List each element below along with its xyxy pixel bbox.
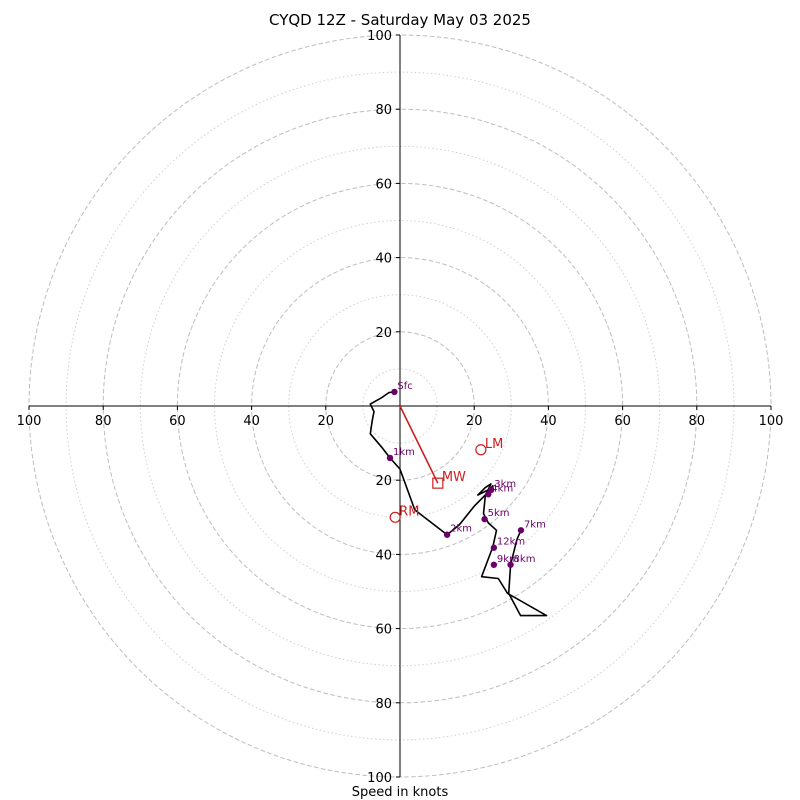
x-tick-label: 60 xyxy=(614,414,631,429)
y-tick-label: 60 xyxy=(375,623,392,638)
y-tick-label: 20 xyxy=(375,474,392,489)
y-tick-label: 80 xyxy=(375,697,392,712)
height-marker-point xyxy=(443,531,451,538)
x-tick-label: 40 xyxy=(243,414,260,429)
height-marker-point xyxy=(485,491,492,498)
height-marker-label: 2km xyxy=(450,524,472,535)
x-axis-label: Speed in knots xyxy=(352,785,449,800)
y-tick-label: 40 xyxy=(375,252,392,267)
storm-motion-marker xyxy=(432,477,444,489)
height-marker-point xyxy=(490,544,498,551)
x-tick-label: 40 xyxy=(540,414,557,429)
x-tick-label: 100 xyxy=(759,414,784,429)
storm-motion-marker xyxy=(389,511,401,523)
x-tick-label: 20 xyxy=(318,414,335,429)
y-tick-label: 20 xyxy=(375,326,392,341)
y-tick-label: 100 xyxy=(367,29,392,44)
x-tick-label: 80 xyxy=(95,414,112,429)
storm-motion-markers: LM MW RM xyxy=(389,437,503,523)
chart-title: CYQD 12Z - Saturday May 03 2025 xyxy=(269,11,531,29)
x-tick-label: 60 xyxy=(169,414,186,429)
hodograph-trace xyxy=(369,391,548,617)
storm-motion-marker xyxy=(475,444,487,456)
height-marker-label: 1km xyxy=(393,447,415,458)
height-marker-point xyxy=(481,515,488,523)
axis-ticks: 20 20 20 20 40 40 40 40 60 60 60 60 80 80 80 80 100 100 10… xyxy=(17,29,784,786)
height-marker-label: Sfc xyxy=(397,381,412,392)
storm-motion-label: RM xyxy=(399,504,419,519)
height-marker-label: 7km xyxy=(524,519,546,530)
mean-wind-vector xyxy=(399,405,439,484)
height-marker-label: 9km xyxy=(497,554,519,565)
hodograph-trace-group xyxy=(369,391,548,617)
height-marker-label: 8km xyxy=(514,554,536,565)
height-marker-point xyxy=(391,388,398,396)
height-marker-label: 3km xyxy=(494,479,516,490)
height-marker-point xyxy=(517,527,525,534)
height-marker-label: 12km xyxy=(497,537,525,548)
x-tick-label: 100 xyxy=(17,414,42,429)
y-tick-label: 60 xyxy=(375,177,392,192)
y-tick-label: 100 xyxy=(367,771,392,786)
height-marker-label: 4km xyxy=(491,483,513,494)
y-tick-label: 40 xyxy=(375,548,392,563)
height-marker-point xyxy=(386,454,394,462)
height-marker-point xyxy=(507,561,514,568)
x-tick-label: 20 xyxy=(466,414,483,429)
height-marker-point xyxy=(490,561,498,568)
height-marker-label: 5km xyxy=(488,508,510,519)
storm-motion-label: LM xyxy=(485,437,503,452)
y-tick-label: 80 xyxy=(375,103,392,118)
x-tick-label: 80 xyxy=(689,414,706,429)
storm-motion-label: MW xyxy=(442,470,466,485)
